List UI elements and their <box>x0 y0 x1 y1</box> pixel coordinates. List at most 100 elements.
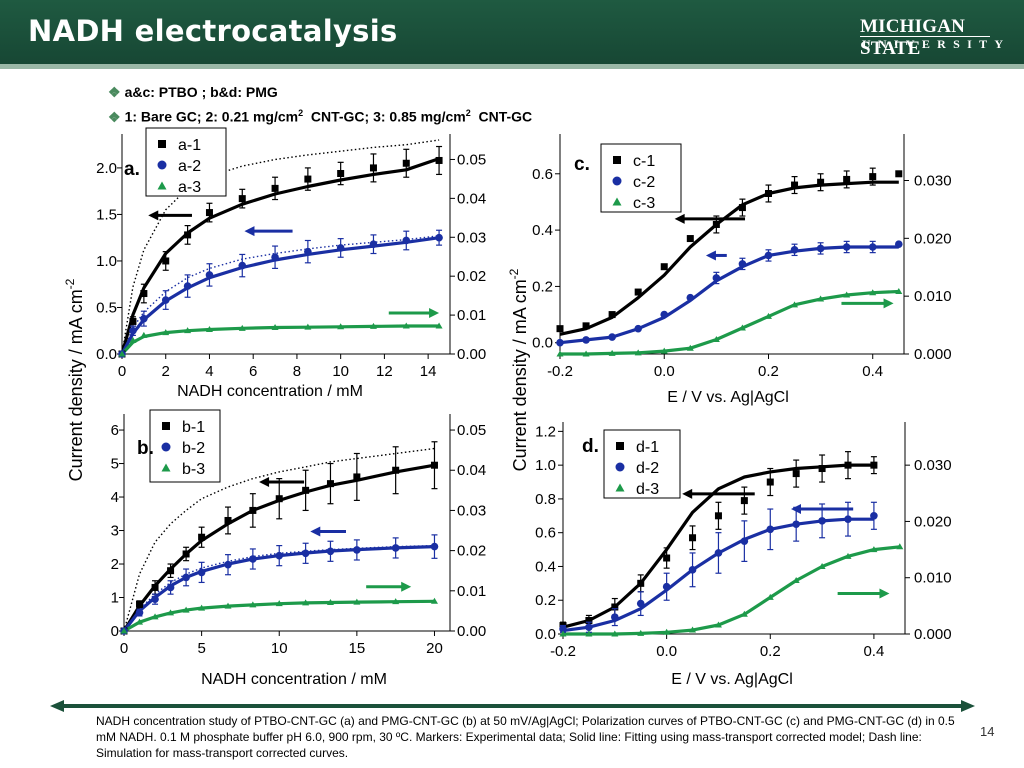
legend-label: c-1 <box>633 153 655 170</box>
legend-marker <box>612 176 622 186</box>
data-point <box>275 600 283 607</box>
data-point <box>337 323 345 330</box>
data-point <box>198 604 206 611</box>
arrow-head <box>674 213 685 224</box>
data-point <box>844 461 852 469</box>
data-point <box>608 333 616 341</box>
data-point <box>118 350 126 357</box>
x-tick-label: 6 <box>249 363 257 380</box>
legend-marker <box>161 442 171 452</box>
data-point <box>869 173 877 181</box>
data-point <box>161 296 170 304</box>
simulation-line <box>123 447 435 632</box>
data-point <box>582 350 590 357</box>
data-point <box>435 156 443 164</box>
y-tick-label: 6 <box>111 422 119 439</box>
y-tick-label: 0.2 <box>535 592 556 609</box>
legend-label: a-1 <box>178 137 201 154</box>
data-point <box>120 627 128 634</box>
bullet-2: ❖ 1: Bare GC; 2: 0.21 mg/cm2 CNT-GC; 3: 0… <box>108 103 532 128</box>
data-point <box>430 597 438 604</box>
fit-line <box>560 289 899 356</box>
data-point <box>151 583 159 591</box>
data-point <box>740 610 748 617</box>
data-point <box>816 244 825 253</box>
data-point <box>712 336 720 343</box>
data-point <box>167 567 175 575</box>
arrow-head <box>879 588 890 599</box>
x-tick-label: 0.4 <box>863 643 884 660</box>
header-divider <box>0 64 1024 69</box>
data-point <box>129 336 137 343</box>
data-point <box>205 271 214 279</box>
bullet-list: ❖ a&c: PTBO ; b&d: PMG ❖ 1: Bare GC; 2: 0.… <box>108 82 532 128</box>
legend-label: a-3 <box>178 179 201 196</box>
y-axis-label-2: Current density / mA cm-2 <box>507 268 530 471</box>
data-point <box>818 517 826 525</box>
data-point <box>167 609 175 616</box>
data-point <box>662 582 671 591</box>
arrow-head <box>310 526 321 537</box>
y-tick-label: 0.2 <box>532 278 553 295</box>
fit-line <box>559 180 899 336</box>
fit-line <box>120 324 440 356</box>
data-point <box>183 282 192 290</box>
diamond-bullet-icon: ❖ <box>108 108 121 125</box>
x-tick-label: 14 <box>420 363 437 380</box>
legend-label: d-3 <box>636 481 659 498</box>
legend-marker <box>615 462 625 472</box>
data-point <box>238 324 246 331</box>
data-point <box>764 312 772 319</box>
data-point <box>224 516 232 524</box>
data-point <box>792 520 800 529</box>
y-tick-label: 1.2 <box>535 423 556 440</box>
data-point <box>895 170 903 178</box>
fit-line <box>120 236 440 355</box>
y2-tick-label: 0.04 <box>457 462 486 479</box>
x-axis-label: NADH concentration / mM <box>201 671 387 688</box>
data-point <box>337 169 345 177</box>
data-point <box>184 231 192 239</box>
y2-tick-label: 0.04 <box>457 190 486 207</box>
data-point <box>353 598 361 605</box>
legend-marker <box>613 156 621 164</box>
y-tick-label: 0.0 <box>535 626 556 643</box>
fit-line <box>123 599 435 633</box>
legend-marker <box>161 463 171 472</box>
data-point <box>302 599 310 606</box>
arrow-head <box>791 504 801 515</box>
data-point <box>792 470 800 478</box>
y2-tick-label: 0.00 <box>457 346 486 363</box>
data-point <box>151 613 159 620</box>
data-point <box>637 629 645 636</box>
data-point <box>714 512 722 520</box>
y-axis-label-sup: -2 <box>63 278 77 289</box>
x-tick-label: 0 <box>120 640 128 657</box>
data-point <box>766 525 775 534</box>
y2-tick-label: 0.010 <box>914 570 952 587</box>
simulation-line <box>121 235 440 355</box>
university-logo-line1: MICHIGAN STATE <box>860 16 966 59</box>
data-point <box>712 274 721 282</box>
data-point <box>140 290 148 298</box>
data-point <box>634 324 642 333</box>
y2-tick-label: 0.020 <box>914 230 952 247</box>
panel-label: d. <box>582 436 599 457</box>
data-point <box>792 577 800 584</box>
x-tick-label: 0.4 <box>862 363 883 380</box>
y-tick-label: 3 <box>111 523 119 540</box>
data-point <box>766 478 774 486</box>
fit-line <box>563 545 900 636</box>
y2-tick-label: 0.02 <box>457 543 486 560</box>
x-tick-label: 10 <box>332 363 349 380</box>
y2-tick-label: 0.01 <box>457 583 486 600</box>
x-tick-label: 10 <box>271 640 288 657</box>
data-point <box>585 623 593 632</box>
data-point <box>353 473 361 481</box>
data-point <box>402 159 410 167</box>
bullet-2-suffix: CNT-GC <box>470 108 533 125</box>
x-tick-label: 20 <box>426 640 443 657</box>
y-tick-label: 1.5 <box>96 206 117 223</box>
x-tick-label: 0.2 <box>760 643 781 660</box>
data-point <box>585 630 593 637</box>
